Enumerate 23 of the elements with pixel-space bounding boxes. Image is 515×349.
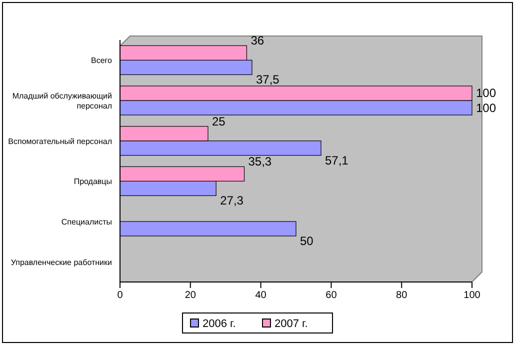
data-label: 37,5 bbox=[256, 72, 280, 87]
data-label: 36 bbox=[250, 34, 264, 48]
x-tick-label: 40 bbox=[255, 290, 267, 302]
data-label: 25 bbox=[212, 114, 226, 128]
data-label: 57,1 bbox=[324, 153, 349, 168]
y-tick-label: Управленческие работники bbox=[10, 258, 112, 267]
y-tick-label: Специалисты bbox=[61, 218, 112, 226]
x-tick-label: 80 bbox=[396, 290, 408, 302]
y-tick-label: Вспомогательный персонал bbox=[8, 136, 112, 146]
data-label: 50 bbox=[300, 234, 314, 248]
legend-label: 2007 г. bbox=[274, 318, 308, 330]
data-label: 35,3 bbox=[248, 154, 272, 169]
y-tick-label: Всего bbox=[91, 56, 113, 66]
x-tick-label: 0 bbox=[117, 290, 124, 302]
y-tick-label: Младший обслуживающий персонал bbox=[12, 92, 112, 110]
data-label: 100 bbox=[476, 100, 496, 115]
legend-label: 2006 г. bbox=[202, 318, 236, 330]
y-tick-label: Продавцы bbox=[74, 177, 112, 186]
data-label: 27,3 bbox=[220, 194, 244, 208]
data-label: 100 bbox=[476, 86, 496, 100]
x-tick-label: 20 bbox=[184, 290, 196, 302]
x-tick-label: 100 bbox=[464, 290, 481, 302]
x-tick-label: 60 bbox=[326, 290, 338, 302]
